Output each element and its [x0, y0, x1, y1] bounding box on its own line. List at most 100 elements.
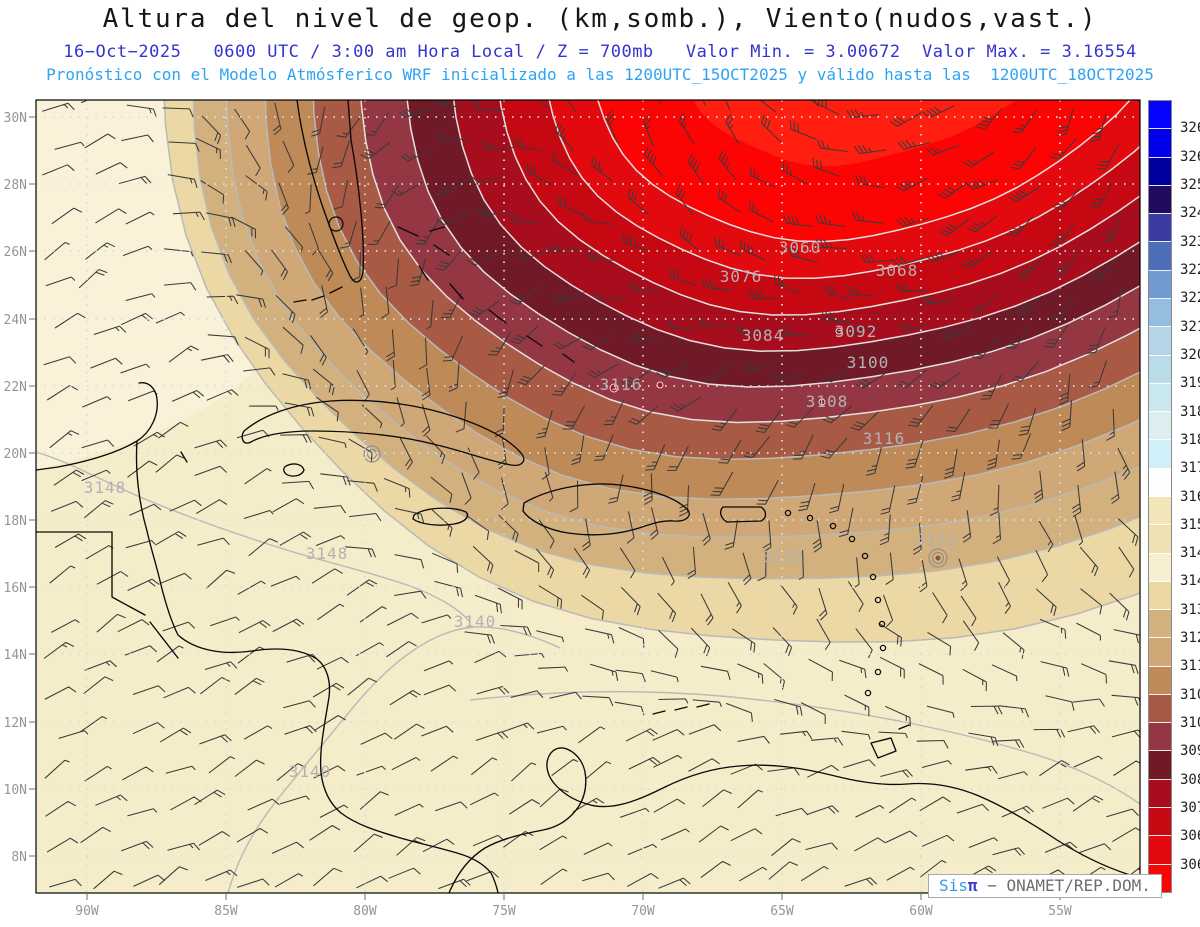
- coastline-path: [522, 483, 690, 536]
- coastline-path: [283, 463, 305, 477]
- map-layers: 3060 3068 3076 3084 3092 3100 3108 3116 3116 3132…: [36, 100, 1140, 893]
- colorbar-label: 3180: [1180, 431, 1200, 448]
- subtitle-validtime: 16−Oct−2025 0600 UTC / 3:00 am Hora Loca…: [63, 42, 1137, 62]
- colorbar-cell: [1149, 298, 1171, 328]
- colorbar-cell: [1149, 327, 1171, 356]
- contour-label: 3148: [306, 544, 349, 563]
- colorbar-label: 3156: [1180, 516, 1200, 533]
- island-outline: [869, 573, 877, 581]
- colorbar-label: 3084: [1180, 771, 1200, 788]
- lat-tick-label: 30N: [4, 111, 27, 126]
- lat-tick-label: 12N: [4, 716, 27, 731]
- island-outline: [878, 620, 886, 628]
- colorbar-label: 3116: [1180, 658, 1200, 675]
- colorbar-cell: [1149, 525, 1171, 554]
- colorbar-cell: [1149, 242, 1171, 271]
- island-outline: [806, 514, 814, 522]
- colorbar-cell: [1149, 496, 1171, 526]
- contour-labels: 3060 3068 3076 3084 3092 3100 3108 3116 3116 3132…: [84, 238, 958, 781]
- lon-tick-label: 75W: [492, 904, 516, 919]
- colorbar-cell: [1149, 129, 1171, 158]
- open-contour-line: [227, 626, 561, 893]
- colorbar-cell: [1149, 440, 1171, 469]
- island-outline: [879, 644, 887, 652]
- colorbar-cell: [1149, 412, 1171, 441]
- contour-label: 3148: [84, 478, 127, 497]
- lon-tick-label: 70W: [631, 904, 655, 919]
- open-contour-line: [469, 691, 1140, 805]
- attribution-text: − ONAMET/REP.DOM.: [977, 876, 1151, 895]
- low-speck-feature: [609, 383, 619, 393]
- colorbar-cell: [1149, 157, 1171, 186]
- map-border: [35, 99, 1141, 894]
- island-outline: [784, 509, 792, 517]
- colorbar-label: 3140: [1180, 573, 1200, 590]
- colorbar-cell: [1149, 666, 1171, 695]
- subtitle-model-info: Pronóstico con el Modelo Atmósferico WRF…: [46, 65, 1154, 84]
- lat-tick-label: 20N: [4, 447, 27, 462]
- colorbar-label: 3260: [1180, 148, 1200, 165]
- island-outline: [829, 522, 837, 530]
- colorbar-label: 3252: [1180, 176, 1200, 193]
- contour-label: 3116: [863, 429, 906, 448]
- contour-ring-feature: [363, 445, 381, 463]
- colorbar-label: 3172: [1180, 460, 1200, 477]
- contour-label: 3092: [835, 322, 878, 341]
- contour-ring-feature: [931, 551, 945, 565]
- contour-ring-feature: [928, 548, 948, 568]
- open-contour-line: [36, 451, 471, 623]
- lat-tick-label: 26N: [4, 245, 27, 260]
- island-outline: [848, 535, 856, 543]
- coastline-path: [870, 724, 910, 759]
- contour-band-core: [693, 100, 1017, 167]
- low-speck-feature: [818, 398, 826, 406]
- coastline-path: [293, 286, 343, 303]
- colorbar-cell: [1149, 553, 1171, 582]
- colorbar-cell: [1149, 185, 1171, 215]
- coastline-path: [36, 531, 179, 659]
- colorbar-cell: [1149, 694, 1171, 724]
- colorbar-label: 3076: [1180, 800, 1200, 817]
- attribution-box: Sisπ − ONAMET/REP.DOM.: [928, 874, 1162, 898]
- island-outline: [874, 596, 882, 604]
- axis-tick-marks: [29, 116, 1061, 900]
- lat-tick-label: 8N: [11, 850, 27, 865]
- open-contour-lines: [36, 451, 1140, 893]
- lon-tick-label: 65W: [770, 904, 794, 919]
- colorbar-cell: [1149, 270, 1171, 299]
- colorbar-label: 3148: [1180, 545, 1200, 562]
- colorbar-cell: [1149, 808, 1171, 837]
- contour-label: 3132: [762, 547, 805, 566]
- lat-tick-label: 22N: [4, 380, 27, 395]
- page-title: Altura del nivel de geop. (km,somb.), Vi…: [102, 4, 1098, 34]
- lon-tick-label: 80W: [353, 904, 377, 919]
- lake-okeechobee-outline: [328, 216, 344, 232]
- low-speck-feature: [656, 381, 664, 389]
- lat-tick-label: 10N: [4, 783, 27, 798]
- colorbar-cell: [1149, 723, 1171, 752]
- local-extrema-features: [363, 327, 948, 568]
- colorbar-label: 3132: [1180, 601, 1200, 618]
- colorbar-cell: [1149, 779, 1171, 809]
- colorbar-label: 3068: [1180, 828, 1200, 845]
- coastline-path: [412, 507, 469, 526]
- colorbar-label: 3188: [1180, 403, 1200, 420]
- coastlines: [36, 100, 1140, 893]
- contour-ring-center: [935, 555, 941, 561]
- colorbar-cell: [1149, 101, 1171, 130]
- colorbar-label: 3164: [1180, 488, 1200, 505]
- colorbar-label: 3196: [1180, 375, 1200, 392]
- contour-label: 3100: [847, 353, 890, 372]
- colorbar-cell: [1149, 638, 1171, 667]
- lon-tick-label: 60W: [909, 904, 933, 919]
- colorbar-label: 3100: [1180, 715, 1200, 732]
- lon-tick-label: 90W: [75, 904, 99, 919]
- colorbar-cell: [1149, 355, 1171, 384]
- wind-barbs: [42, 100, 1140, 890]
- colorbar-label: 3124: [1180, 630, 1200, 647]
- coastline-path: [397, 226, 575, 363]
- colorbar-cell: [1149, 214, 1171, 243]
- island-outline: [874, 668, 882, 676]
- contour-label: 3140: [289, 762, 332, 781]
